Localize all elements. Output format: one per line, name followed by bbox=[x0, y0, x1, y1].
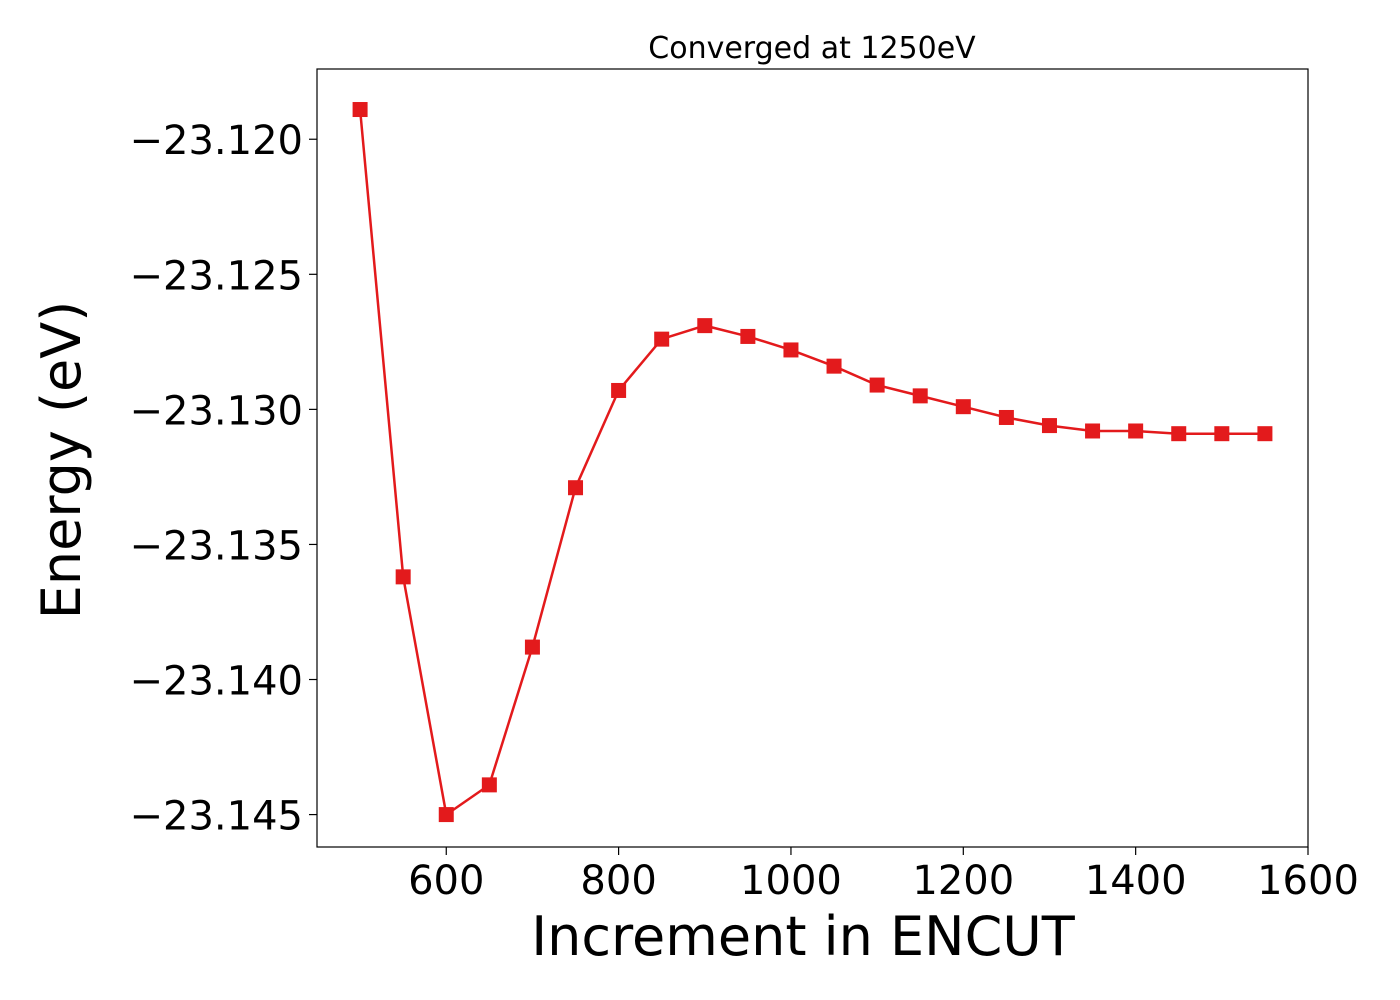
data-point bbox=[438, 807, 454, 823]
data-point bbox=[869, 377, 885, 393]
data-point bbox=[998, 409, 1014, 425]
x-tick-label: 1400 bbox=[1085, 858, 1187, 904]
data-point bbox=[783, 342, 799, 358]
x-tick-label: 600 bbox=[408, 858, 484, 904]
y-axis-ticks: −23.120 −23.125 −23.130 −23.135 −23.140 −23.1… bbox=[130, 118, 317, 840]
chart-title: Converged at 1250eV bbox=[648, 31, 976, 66]
data-point bbox=[524, 639, 540, 655]
x-tick-label: 1000 bbox=[740, 858, 842, 904]
data-point bbox=[826, 358, 842, 374]
data-point bbox=[1128, 423, 1144, 439]
data-point bbox=[1214, 426, 1230, 442]
data-point bbox=[568, 480, 584, 496]
x-tick-label: 1600 bbox=[1257, 858, 1359, 904]
data-point bbox=[395, 569, 411, 585]
x-tick-label: 800 bbox=[580, 858, 656, 904]
data-point bbox=[912, 388, 928, 404]
data-point bbox=[740, 328, 756, 344]
data-point bbox=[654, 331, 670, 347]
y-tick-label: −23.135 bbox=[130, 523, 303, 569]
data-point bbox=[1085, 423, 1101, 439]
y-tick-label: −23.120 bbox=[130, 118, 303, 164]
data-point bbox=[697, 318, 713, 334]
data-point bbox=[611, 382, 627, 398]
x-tick-label: 1200 bbox=[912, 858, 1014, 904]
series-line bbox=[358, 109, 1265, 817]
y-axis-label: Energy (eV) bbox=[30, 301, 93, 620]
data-point bbox=[1171, 426, 1187, 442]
data-point bbox=[1257, 426, 1273, 442]
y-tick-label: −23.145 bbox=[130, 794, 303, 840]
data-point bbox=[955, 399, 971, 415]
y-tick-label: −23.125 bbox=[130, 253, 303, 299]
data-point bbox=[1041, 418, 1057, 434]
y-tick-label: −23.140 bbox=[130, 659, 303, 705]
data-point bbox=[481, 777, 497, 793]
y-tick-label: −23.130 bbox=[130, 388, 303, 434]
x-axis-ticks: 600 800 1000 1200 1400 1600 bbox=[408, 847, 1359, 904]
plot-frame bbox=[316, 68, 1309, 848]
plot-area bbox=[352, 102, 1273, 823]
data-point bbox=[352, 102, 368, 118]
x-axis-label: Increment in ENCUT bbox=[531, 905, 1076, 968]
